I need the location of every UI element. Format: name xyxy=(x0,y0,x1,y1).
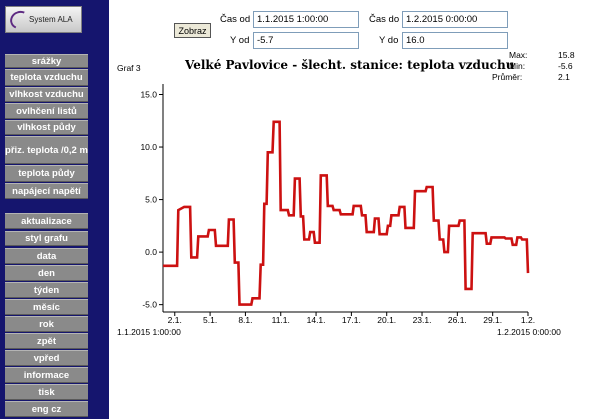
y-tick-label: 15.0 xyxy=(140,90,157,100)
nav-data[interactable]: data xyxy=(5,248,88,264)
min-value: -5.6 xyxy=(558,61,573,71)
nav-ovlhceni-listu[interactable]: ovlhčení listů xyxy=(5,103,88,119)
y-tick-label: 0.0 xyxy=(145,247,157,257)
nav-tyden[interactable]: týden xyxy=(5,282,88,298)
chart-title: Velké Pavlovice - šlecht. stanice: teplo… xyxy=(185,58,515,72)
nav-mesic[interactable]: měsíc xyxy=(5,299,88,315)
nav-tisk[interactable]: tisk xyxy=(5,384,88,400)
x-tick-label: 14.1. xyxy=(307,315,326,325)
y-tick-label: -5.0 xyxy=(142,300,157,310)
x-tick-label: 20.1. xyxy=(377,315,396,325)
nav-aktualizace[interactable]: aktualizace xyxy=(5,213,88,229)
nav-den[interactable]: den xyxy=(5,265,88,281)
y-od-label: Y od xyxy=(230,35,250,46)
x-tick-label: 29.1. xyxy=(483,315,502,325)
y-od-input[interactable] xyxy=(253,32,359,49)
nav-vlhkost-pudy[interactable]: vlhkost půdy xyxy=(5,120,88,135)
avg-label: Průměr: xyxy=(492,72,523,82)
x-tick-label: 2.1. xyxy=(168,315,182,325)
cas-od-label: Čas od xyxy=(220,14,251,25)
avg-value: 2.1 xyxy=(558,72,570,82)
x-tick-label: 11.1. xyxy=(272,315,290,325)
sidebar: System ALA srážky teplota vzduchu vlhkos… xyxy=(0,0,109,419)
graph-number-label: Graf 3 xyxy=(117,63,141,73)
min-label: Min: xyxy=(509,61,526,71)
plot-area: -5.0 0.0 5.0 10.0 15.0 2.1. 5.1. 8.1. 11.1. 14.1.… xyxy=(140,84,535,325)
nav-vpred[interactable]: vpřed xyxy=(5,350,88,366)
max-label: Max: xyxy=(509,50,528,60)
x-tick-label: 26.1. xyxy=(448,315,467,325)
y-do-input[interactable] xyxy=(402,32,508,49)
x-tick-label: 17.1. xyxy=(342,315,361,325)
nav-teplota-vzduchu[interactable]: teplota vzduchu xyxy=(5,69,88,86)
nav-teplota-pudy[interactable]: teplota půdy xyxy=(5,165,88,182)
nav-priz-teplota[interactable]: přiz. teplota /0,2 m xyxy=(5,136,88,164)
zobraz-button[interactable]: Zobraz xyxy=(174,23,211,38)
x-tick-label: 1.2. xyxy=(521,315,535,325)
y-do-label: Y do xyxy=(379,35,399,46)
nav-zpet[interactable]: zpět xyxy=(5,333,88,349)
x-tick-label: 5.1. xyxy=(203,315,217,325)
nav-styl-grafu[interactable]: styl grafu xyxy=(5,231,88,246)
temperature-series-line xyxy=(163,120,530,306)
x-range-end: 1.2.2015 0:00:00 xyxy=(497,327,561,337)
cas-do-input[interactable] xyxy=(402,11,508,28)
nav-eng-cz[interactable]: eng cz xyxy=(5,401,88,417)
max-value: 15.8 xyxy=(558,50,575,60)
cas-do-label: Čas do xyxy=(369,14,400,25)
x-tick-label: 23.1. xyxy=(413,315,432,325)
nav-rok[interactable]: rok xyxy=(5,316,88,332)
time-range-controls: Zobraz Čas od Čas do Y od Y do xyxy=(0,0,600,50)
x-range-start: 1.1.2015 1:00:00 xyxy=(117,327,181,337)
logo-text: System ALA xyxy=(29,15,73,24)
nav-napajeci-napeti[interactable]: napájecí napětí xyxy=(5,183,88,199)
cas-od-input[interactable] xyxy=(253,11,359,28)
y-tick-label: 10.0 xyxy=(140,142,157,152)
nav-srazky[interactable]: srážky xyxy=(5,54,88,68)
x-tick-label: 8.1. xyxy=(238,315,252,325)
nav-vlhkost-vzduchu[interactable]: vlhkost vzduchu xyxy=(5,87,88,102)
nav-informace[interactable]: informace xyxy=(5,367,88,383)
logo: System ALA xyxy=(5,6,82,33)
y-tick-label: 5.0 xyxy=(145,195,157,205)
